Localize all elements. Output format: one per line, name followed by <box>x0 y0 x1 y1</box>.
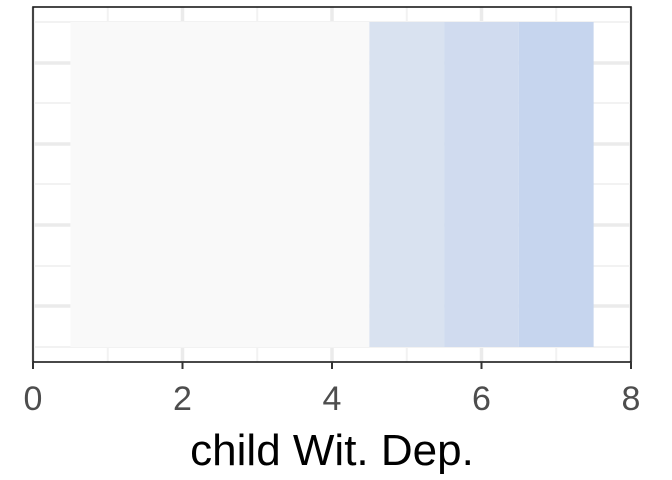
heatmap-tile-1 <box>70 22 370 347</box>
x-axis-title: child Wit. Dep. <box>190 426 474 475</box>
x-tick-label: 2 <box>173 380 192 418</box>
heatmap-tile-4 <box>518 22 594 347</box>
x-tick-label: 6 <box>472 380 491 418</box>
x-tick-label: 8 <box>622 380 641 418</box>
tile-layer <box>70 22 594 347</box>
heatmap-tile-3 <box>444 22 519 347</box>
heatmap-tile-2 <box>369 22 445 347</box>
x-ticks: 0 2 4 6 8 <box>24 362 641 418</box>
x-tick-label: 4 <box>323 380 342 418</box>
x-tick-label: 0 <box>24 380 43 418</box>
